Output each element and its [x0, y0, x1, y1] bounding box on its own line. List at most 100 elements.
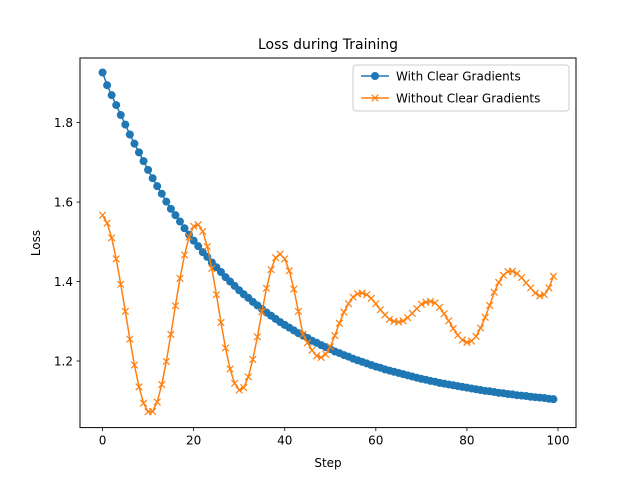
data-point	[199, 227, 207, 236]
data-point	[312, 352, 321, 360]
legend-label: Without Clear Gradients	[396, 91, 540, 105]
axes-frame	[79, 57, 577, 429]
data-point	[271, 253, 280, 262]
data-point	[285, 267, 294, 275]
data-point	[367, 294, 375, 302]
y-tick-label: 1.4	[54, 275, 73, 289]
data-point	[135, 383, 143, 391]
y-tick-label: 1.2	[54, 354, 73, 368]
legend-marker	[371, 94, 379, 102]
data-point	[267, 265, 275, 274]
data-point	[175, 217, 184, 226]
data-point	[112, 255, 120, 263]
data-point	[208, 264, 216, 273]
data-point	[281, 255, 289, 263]
data-point	[321, 350, 330, 359]
data-point	[385, 315, 394, 324]
data-point	[117, 280, 125, 289]
data-point	[226, 365, 234, 373]
data-point	[472, 332, 480, 341]
data-point	[399, 317, 407, 325]
data-point	[221, 344, 230, 352]
data-point	[294, 307, 303, 316]
data-point	[180, 224, 189, 233]
data-point	[98, 211, 107, 219]
data-point	[121, 307, 130, 316]
x-tick-label: 100	[547, 434, 570, 448]
data-point	[180, 251, 189, 259]
data-point	[545, 284, 553, 292]
data-point	[463, 338, 471, 347]
data-point	[230, 379, 239, 388]
data-point	[212, 290, 221, 299]
data-point	[107, 91, 116, 100]
data-point	[189, 222, 198, 231]
data-point	[153, 398, 161, 406]
data-point	[125, 130, 134, 139]
data-point	[249, 355, 257, 364]
data-point	[162, 197, 171, 206]
data-point	[549, 272, 558, 281]
data-point	[258, 308, 266, 316]
data-point	[158, 380, 166, 389]
data-point	[185, 233, 193, 241]
data-point	[536, 292, 544, 300]
data-point	[485, 301, 494, 310]
data-point	[148, 407, 157, 416]
data-point	[203, 242, 212, 251]
data-point	[440, 310, 448, 318]
x-axis-label: Step	[314, 456, 341, 470]
data-point	[344, 300, 353, 308]
data-point	[157, 189, 166, 198]
data-point	[216, 268, 225, 277]
data-point	[435, 303, 444, 312]
x-tick-label: 40	[277, 434, 292, 448]
legend-item: Without Clear Gradients	[361, 91, 540, 105]
data-point	[495, 278, 503, 287]
data-point	[171, 302, 180, 310]
legend-label: With Clear Gradients	[396, 69, 521, 83]
data-point	[417, 300, 426, 308]
data-point	[490, 288, 498, 297]
data-point	[107, 234, 116, 242]
data-point	[171, 211, 180, 220]
data-point	[167, 330, 175, 339]
data-point	[148, 174, 157, 183]
data-point	[290, 285, 298, 293]
data-point	[194, 220, 202, 229]
data-point	[116, 111, 125, 120]
data-point	[549, 395, 558, 404]
data-point	[153, 182, 162, 191]
y-tick-label: 1.8	[54, 116, 73, 130]
data-point	[262, 284, 271, 293]
data-point	[235, 386, 243, 394]
data-point	[240, 383, 248, 392]
data-point	[531, 289, 539, 297]
data-point	[449, 324, 457, 333]
y-tick-label: 1.6	[54, 195, 73, 209]
series-line	[101, 214, 555, 413]
data-point	[349, 293, 357, 301]
data-point	[394, 318, 403, 326]
data-point	[130, 361, 139, 369]
chart-title: Loss during Training	[258, 37, 398, 53]
legend-box	[352, 64, 570, 112]
data-point	[103, 81, 112, 90]
x-tick-label: 20	[186, 434, 201, 448]
data-point	[444, 317, 453, 325]
data-point	[253, 333, 262, 341]
data-point	[340, 308, 348, 316]
y-axis: 1.2 1.4 1.6 1.8	[54, 116, 80, 368]
data-point	[194, 242, 203, 251]
data-point	[358, 289, 366, 297]
data-point	[244, 373, 253, 381]
data-point	[134, 148, 143, 157]
data-point	[139, 157, 148, 166]
y-axis-label: Loss	[29, 230, 43, 256]
x-tick-label: 80	[459, 434, 474, 448]
x-tick-label: 60	[368, 434, 383, 448]
data-point	[103, 219, 111, 227]
data-point	[139, 399, 148, 407]
series-without-clear-gradients	[98, 211, 558, 416]
data-point	[162, 357, 171, 366]
